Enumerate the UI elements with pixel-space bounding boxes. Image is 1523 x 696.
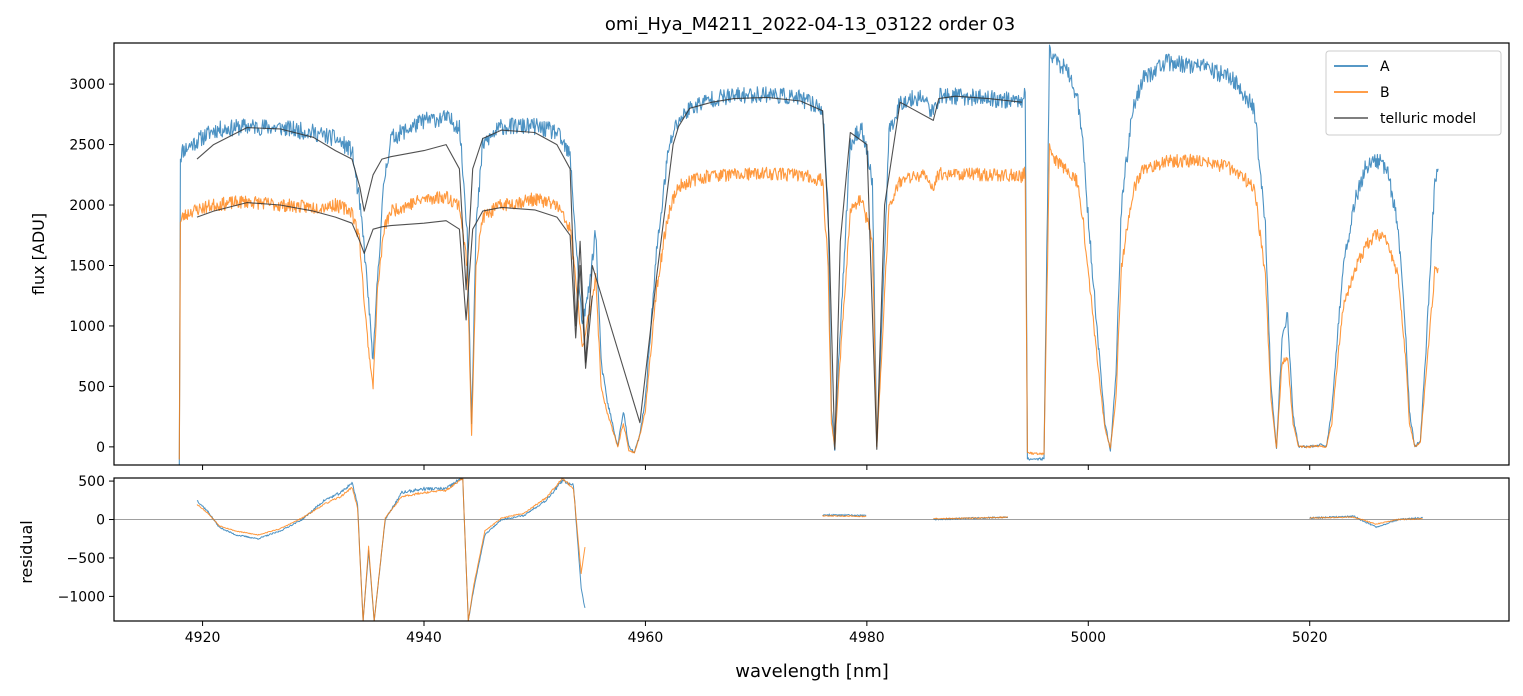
legend-label-A: A	[1380, 59, 1390, 75]
top-x-axis	[202, 465, 1311, 470]
y-tick-label--500: −500	[67, 551, 105, 567]
y-tick-label-2000: 2000	[69, 198, 105, 214]
chart-title: omi_Hya_M4211_2022-04-13_03122 order 03	[605, 14, 1015, 35]
legend-box	[1325, 50, 1502, 136]
legend: A B telluric model	[1325, 50, 1502, 136]
telluric-model-line	[196, 95, 1022, 450]
residual-B-segment-3	[1309, 516, 1423, 525]
bottom-axes-frame	[113, 477, 1510, 622]
residual-B-segment-2	[933, 516, 1008, 520]
y-tick-label--1000: −1000	[58, 589, 105, 605]
residual-A-line	[196, 478, 586, 621]
top-y-label: flux [ADU]	[29, 213, 48, 295]
series-A-line	[178, 44, 1439, 465]
bottom-y-label: residual	[17, 520, 36, 583]
y-tick-label-1500: 1500	[69, 258, 105, 274]
x-tick-label-5000: 5000	[1070, 630, 1106, 646]
bottom-y-axis: −1000 −500 0 500	[58, 474, 114, 605]
series-B-line	[178, 143, 1439, 460]
top-y-axis: 0 500 1000 1500 2000 2500 3000	[69, 77, 114, 456]
y-tick-label-1000: 1000	[69, 319, 105, 335]
top-series-group	[178, 44, 1439, 465]
y-tick-label-500: 500	[78, 474, 105, 490]
residual-B-line	[196, 478, 586, 621]
legend-label-telluric: telluric model	[1380, 111, 1476, 127]
y-tick-label-3000: 3000	[69, 77, 105, 93]
legend-label-B: B	[1380, 85, 1390, 101]
top-panel: 0 500 1000 1500 2000 2500 3000 flux [ADU] A B …	[29, 42, 1510, 470]
x-axis-label: wavelength [nm]	[735, 661, 889, 682]
y-tick-label-0: 0	[96, 513, 105, 529]
y-tick-label-0: 0	[96, 440, 105, 456]
x-tick-label-4980: 4980	[849, 630, 885, 646]
x-tick-label-4920: 4920	[185, 630, 221, 646]
telluric-model-line-lower	[196, 202, 593, 369]
bottom-x-axis: 4920 4940 4960 4980 5000 5020	[185, 621, 1328, 646]
top-axes-frame	[113, 42, 1510, 466]
y-tick-label-500: 500	[78, 379, 105, 395]
x-tick-label-5020: 5020	[1292, 630, 1328, 646]
bottom-series-group	[196, 478, 1423, 621]
bottom-panel: −1000 −500 0 500 4920 4940 4960 4980 5000 5020 r…	[17, 474, 1510, 682]
x-tick-label-4940: 4940	[406, 630, 442, 646]
x-tick-label-4960: 4960	[628, 630, 664, 646]
residual-B-segment-1	[822, 514, 867, 518]
y-tick-label-2500: 2500	[69, 138, 105, 154]
